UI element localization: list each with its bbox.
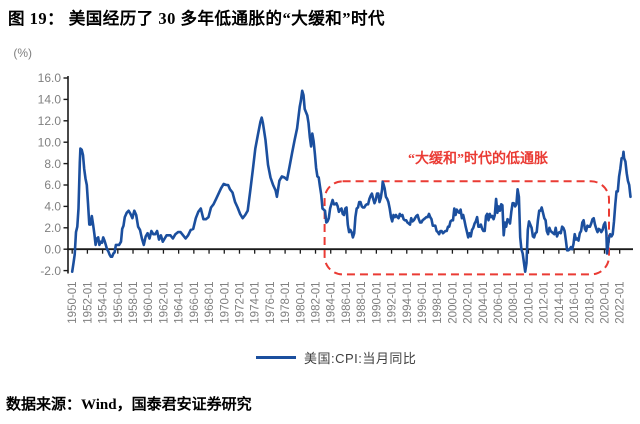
- svg-text:2010-01: 2010-01: [523, 282, 535, 324]
- y-axis-unit-label: (%): [13, 46, 32, 60]
- svg-text:1958-01: 1958-01: [128, 282, 140, 324]
- svg-text:1954-01: 1954-01: [98, 282, 110, 324]
- svg-text:1992-01: 1992-01: [387, 282, 399, 324]
- figure-title: 图 19： 美国经历了 30 多年低通胀的“大缓和”时代: [8, 9, 385, 28]
- svg-text:2022-01: 2022-01: [615, 282, 627, 324]
- svg-text:12.0: 12.0: [38, 114, 62, 128]
- legend-line-swatch: [256, 356, 296, 359]
- svg-text:-2.0: -2.0: [40, 264, 61, 278]
- svg-text:2002-01: 2002-01: [463, 282, 475, 324]
- svg-text:8.0: 8.0: [44, 157, 61, 171]
- svg-text:1994-01: 1994-01: [402, 282, 414, 324]
- svg-text:1990-01: 1990-01: [371, 282, 383, 324]
- svg-text:1966-01: 1966-01: [189, 282, 201, 324]
- svg-text:16.0: 16.0: [38, 71, 62, 85]
- svg-text:1962-01: 1962-01: [158, 282, 170, 324]
- chart-legend: 美国:CPI:当月同比: [256, 348, 416, 367]
- svg-text:0.0: 0.0: [44, 242, 61, 256]
- svg-text:1986-01: 1986-01: [341, 282, 353, 324]
- svg-text:2.0: 2.0: [44, 221, 61, 235]
- svg-text:2018-01: 2018-01: [584, 282, 596, 324]
- svg-text:1974-01: 1974-01: [250, 282, 262, 324]
- svg-text:2006-01: 2006-01: [493, 282, 505, 324]
- svg-text:4.0: 4.0: [44, 200, 61, 214]
- svg-text:1972-01: 1972-01: [234, 282, 246, 324]
- svg-text:10.0: 10.0: [38, 135, 62, 149]
- svg-text:2004-01: 2004-01: [478, 282, 490, 324]
- svg-text:1952-01: 1952-01: [82, 282, 94, 324]
- data-source-note: 数据来源：Wind，国泰君安证券研究: [6, 397, 252, 413]
- cpi-series-line: [70, 89, 632, 274]
- great-moderation-box: [323, 180, 610, 276]
- svg-text:2016-01: 2016-01: [569, 282, 581, 324]
- svg-text:1956-01: 1956-01: [113, 282, 125, 324]
- svg-text:2012-01: 2012-01: [539, 282, 551, 324]
- svg-text:1978-01: 1978-01: [280, 282, 292, 324]
- legend-series-label: 美国:CPI:当月同比: [304, 351, 417, 366]
- svg-text:6.0: 6.0: [44, 178, 61, 192]
- svg-text:1964-01: 1964-01: [174, 282, 186, 324]
- svg-text:1988-01: 1988-01: [356, 282, 368, 324]
- svg-text:1998-01: 1998-01: [432, 282, 444, 324]
- svg-text:1950-01: 1950-01: [67, 282, 79, 324]
- svg-text:1980-01: 1980-01: [295, 282, 307, 324]
- svg-text:1968-01: 1968-01: [204, 282, 216, 324]
- svg-text:1982-01: 1982-01: [311, 282, 323, 324]
- svg-text:1970-01: 1970-01: [219, 282, 231, 324]
- y-axis: 16.0 14.0 12.0 10.0 8.0 6.0 4.0 2.0 0.0 -2.0: [38, 71, 69, 278]
- svg-text:2008-01: 2008-01: [508, 282, 520, 324]
- svg-text:2020-01: 2020-01: [599, 282, 611, 324]
- svg-text:1960-01: 1960-01: [143, 282, 155, 324]
- svg-text:2000-01: 2000-01: [447, 282, 459, 324]
- svg-text:1984-01: 1984-01: [326, 282, 338, 324]
- svg-text:2014-01: 2014-01: [554, 282, 566, 324]
- svg-text:1976-01: 1976-01: [265, 282, 277, 324]
- x-axis: 1950-01 1952-01 1954-01 1956-01 1958-01 1960-…: [67, 248, 633, 324]
- plot-area: [70, 89, 632, 276]
- great-moderation-annotation: “大缓和”时代的低通胀: [408, 150, 548, 167]
- svg-text:1996-01: 1996-01: [417, 282, 429, 324]
- svg-text:14.0: 14.0: [38, 93, 62, 107]
